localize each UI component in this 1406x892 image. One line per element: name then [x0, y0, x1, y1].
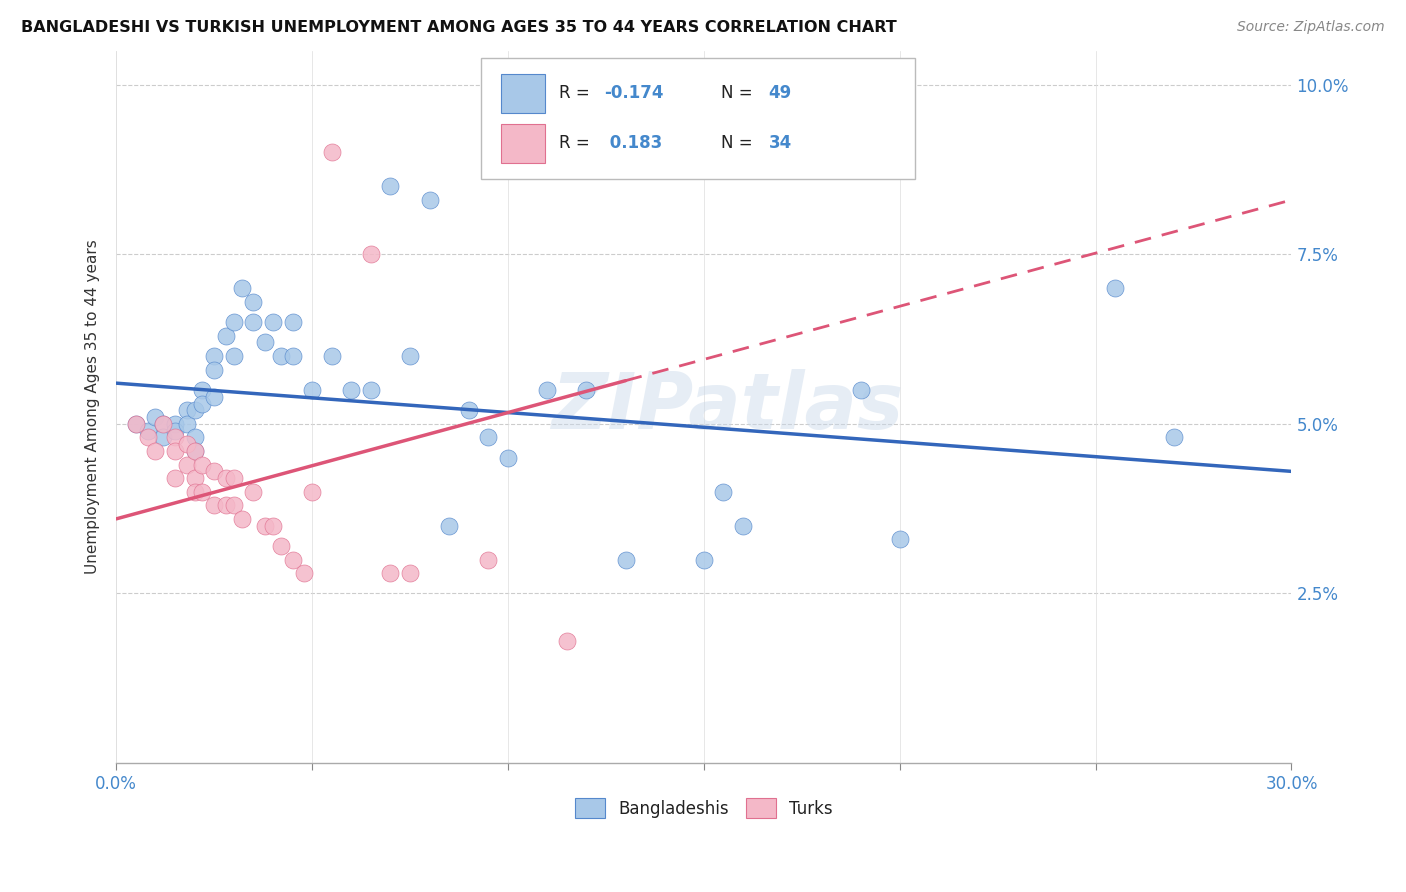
Point	[242, 294, 264, 309]
Text: R =: R =	[560, 85, 595, 103]
Point	[183, 471, 205, 485]
Bar	[501, 124, 546, 163]
Point	[270, 349, 292, 363]
Point	[439, 518, 461, 533]
Point	[145, 410, 167, 425]
FancyBboxPatch shape	[481, 58, 915, 179]
Point	[163, 430, 186, 444]
Point	[419, 193, 441, 207]
Point	[176, 403, 198, 417]
Point	[136, 430, 159, 444]
Point	[231, 281, 253, 295]
Point	[163, 417, 186, 431]
Point	[163, 444, 186, 458]
Point	[262, 315, 284, 329]
Point	[281, 552, 304, 566]
Point	[215, 471, 238, 485]
Point	[202, 464, 225, 478]
Text: Source: ZipAtlas.com: Source: ZipAtlas.com	[1237, 20, 1385, 34]
Legend: Bangladeshis, Turks: Bangladeshis, Turks	[567, 790, 841, 826]
Point	[262, 518, 284, 533]
Point	[125, 417, 148, 431]
Point	[270, 539, 292, 553]
Point	[202, 498, 225, 512]
Point	[457, 403, 479, 417]
Point	[301, 383, 323, 397]
Text: BANGLADESHI VS TURKISH UNEMPLOYMENT AMONG AGES 35 TO 44 YEARS CORRELATION CHART: BANGLADESHI VS TURKISH UNEMPLOYMENT AMON…	[21, 20, 897, 35]
Text: -0.174: -0.174	[605, 85, 664, 103]
Point	[380, 179, 402, 194]
Text: 0.183: 0.183	[605, 135, 662, 153]
Point	[292, 566, 315, 581]
Point	[889, 533, 911, 547]
Point	[191, 396, 214, 410]
Point	[321, 145, 343, 160]
Text: 34: 34	[769, 135, 792, 153]
Y-axis label: Unemployment Among Ages 35 to 44 years: Unemployment Among Ages 35 to 44 years	[86, 240, 100, 574]
Text: N =: N =	[721, 85, 758, 103]
Point	[1104, 281, 1126, 295]
Point	[215, 328, 238, 343]
Point	[399, 349, 422, 363]
Point	[254, 335, 277, 350]
Text: N =: N =	[721, 135, 758, 153]
Point	[152, 417, 174, 431]
Point	[202, 390, 225, 404]
Point	[125, 417, 148, 431]
Point	[731, 518, 754, 533]
Point	[693, 552, 716, 566]
Point	[281, 315, 304, 329]
Point	[176, 417, 198, 431]
Point	[183, 430, 205, 444]
Point	[360, 247, 382, 261]
Point	[163, 471, 186, 485]
Point	[176, 437, 198, 451]
Point	[183, 484, 205, 499]
Point	[496, 450, 519, 465]
Point	[176, 458, 198, 472]
Point	[202, 349, 225, 363]
Point	[215, 498, 238, 512]
Point	[145, 444, 167, 458]
Point	[222, 315, 245, 329]
Point	[222, 471, 245, 485]
Point	[183, 444, 205, 458]
Point	[575, 383, 598, 397]
Point	[191, 484, 214, 499]
Point	[222, 349, 245, 363]
Point	[713, 484, 735, 499]
Text: R =: R =	[560, 135, 595, 153]
Point	[399, 566, 422, 581]
Point	[301, 484, 323, 499]
Point	[231, 512, 253, 526]
Point	[281, 349, 304, 363]
Point	[152, 430, 174, 444]
Point	[536, 383, 558, 397]
Point	[136, 424, 159, 438]
Point	[1163, 430, 1185, 444]
Point	[477, 552, 499, 566]
Point	[254, 518, 277, 533]
Point	[191, 383, 214, 397]
Point	[242, 315, 264, 329]
Point	[163, 424, 186, 438]
Point	[614, 552, 637, 566]
Point	[477, 430, 499, 444]
Point	[152, 417, 174, 431]
Point	[380, 566, 402, 581]
Point	[183, 444, 205, 458]
Point	[849, 383, 872, 397]
Bar	[501, 74, 546, 113]
Point	[222, 498, 245, 512]
Text: ZIPatlas: ZIPatlas	[551, 369, 904, 445]
Point	[360, 383, 382, 397]
Point	[191, 458, 214, 472]
Point	[242, 484, 264, 499]
Point	[321, 349, 343, 363]
Point	[555, 634, 578, 648]
Text: 49: 49	[769, 85, 792, 103]
Point	[340, 383, 363, 397]
Point	[183, 403, 205, 417]
Point	[202, 362, 225, 376]
